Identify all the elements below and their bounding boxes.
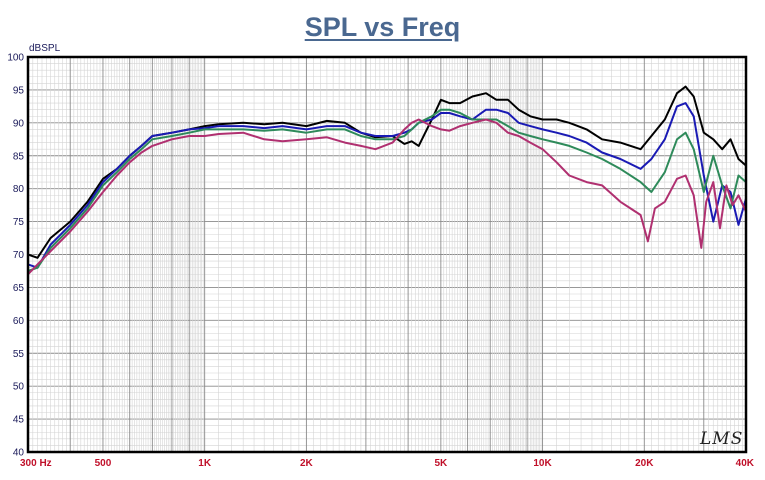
x-tick-label: 40K bbox=[736, 458, 755, 469]
y-tick-label: 60 bbox=[13, 316, 25, 327]
watermark-logo: LMS bbox=[699, 429, 743, 449]
grid-lines bbox=[27, 56, 747, 453]
y-tick-label: 45 bbox=[13, 415, 25, 426]
plot-frame bbox=[26, 55, 748, 454]
y-tick-label: 40 bbox=[13, 448, 25, 459]
x-tick-label: 1K bbox=[198, 458, 212, 469]
y-axis-ticks: 40 45 50 55 60 65 70 75 80 85 90 95 100 bbox=[7, 53, 24, 459]
y-tick-label: 90 bbox=[13, 118, 25, 129]
chart-title: SPL vs Freq bbox=[304, 12, 461, 42]
y-tick-label: 100 bbox=[7, 53, 24, 64]
y-tick-label: 65 bbox=[13, 283, 25, 294]
x-tick-label: 10K bbox=[533, 458, 552, 469]
series-lines bbox=[27, 85, 747, 275]
y-axis-label: dBSPL bbox=[29, 43, 61, 54]
y-tick-label: 85 bbox=[13, 151, 25, 162]
x-tick-label: 5K bbox=[434, 458, 448, 469]
y-tick-label: 80 bbox=[13, 184, 25, 195]
x-tick-label: 500 bbox=[95, 458, 112, 469]
x-tick-label: 20K bbox=[635, 458, 654, 469]
y-tick-label: 75 bbox=[13, 217, 25, 228]
x-tick-label: 300 Hz bbox=[20, 458, 52, 469]
y-tick-label: 70 bbox=[13, 250, 25, 261]
y-tick-label: 95 bbox=[13, 85, 25, 96]
x-axis-ticks: 300 Hz 500 1K 2K 5K 10K 20K 40K bbox=[20, 458, 755, 469]
series-line-3 bbox=[27, 108, 747, 272]
series-line-4 bbox=[27, 118, 747, 275]
y-tick-label: 55 bbox=[13, 349, 25, 360]
x-tick-label: 2K bbox=[300, 458, 314, 469]
series-line-2 bbox=[27, 102, 747, 269]
y-tick-label: 50 bbox=[13, 382, 25, 393]
